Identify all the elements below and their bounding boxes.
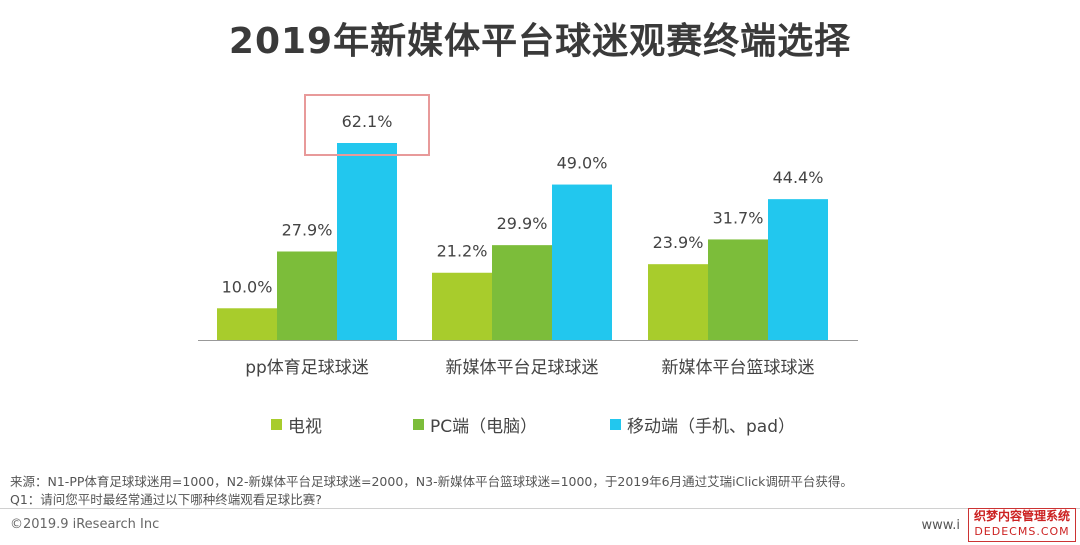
data-label-tv-newmedia-football: 21.2% — [437, 242, 488, 261]
legend-item-pc: PC端（电脑） — [413, 412, 537, 437]
copyright: ©2019.9 iResearch Inc — [10, 517, 160, 532]
legend-label-mobile: 移动端（手机、pad） — [627, 417, 795, 437]
source-note: 来源：N1-PP体育足球球迷用=1000，N2-新媒体平台足球球迷=2000，N… — [10, 474, 853, 489]
bar-mobile-newmedia-basketball — [768, 199, 828, 340]
category-label-newmedia-basketball: 新媒体平台篮球球迷 — [662, 358, 815, 378]
data-label-mobile-newmedia-basketball: 44.4% — [773, 168, 824, 187]
legend-swatch-tv — [271, 419, 282, 430]
legend-item-mobile: 移动端（手机、pad） — [610, 412, 795, 437]
watermark-line1: 织梦内容管理系统 — [973, 509, 1070, 523]
legend-swatch-mobile — [610, 419, 621, 430]
chart-legend: 电视 PC端（电脑） 移动端（手机、pad） — [0, 412, 1080, 440]
watermark-logo: 织梦内容管理系统 DEDECMS.COM — [968, 508, 1076, 542]
bar-mobile-pp-football — [337, 143, 397, 340]
legend-label-tv: 电视 — [288, 417, 322, 437]
legend-item-tv: 电视 — [271, 412, 322, 437]
watermark-line2: DEDECMS.COM — [974, 525, 1070, 538]
bar-pc-pp-football — [277, 251, 337, 340]
data-label-tv-newmedia-basketball: 23.9% — [653, 233, 704, 252]
legend-label-pc: PC端（电脑） — [430, 417, 538, 437]
bar-tv-newmedia-football — [432, 272, 492, 340]
question-note: Q1：请问您平时最经常通过以下哪种终端观看足球比赛? — [10, 492, 322, 507]
bar-pc-newmedia-football — [492, 245, 552, 340]
category-label-pp-football: pp体育足球球迷 — [245, 358, 369, 378]
bar-tv-pp-football — [217, 308, 277, 340]
chart-title: 2019年新媒体平台球迷观赛终端选择 — [228, 21, 852, 62]
bar-tv-newmedia-basketball — [648, 264, 708, 340]
bar-pc-newmedia-basketball — [708, 239, 768, 340]
data-label-pc-newmedia-football: 29.9% — [497, 214, 548, 233]
legend-swatch-pc — [413, 419, 424, 430]
bar-chart: 10.0% 27.9% 62.1% pp体育足球球迷 21.2% 29.9% 49.0% 新媒… — [198, 94, 858, 378]
data-label-tv-pp-football: 10.0% — [222, 277, 273, 296]
footer-divider — [0, 508, 1080, 509]
website-link[interactable]: www.i — [921, 518, 960, 533]
data-label-mobile-pp-football: 62.1% — [342, 112, 393, 131]
highlight-box — [304, 94, 430, 156]
data-label-mobile-newmedia-football: 49.0% — [557, 154, 608, 173]
data-label-pc-pp-football: 27.9% — [282, 220, 333, 239]
data-label-pc-newmedia-basketball: 31.7% — [713, 208, 764, 227]
bar-mobile-newmedia-football — [552, 184, 612, 340]
category-label-newmedia-football: 新媒体平台足球球迷 — [446, 358, 599, 378]
